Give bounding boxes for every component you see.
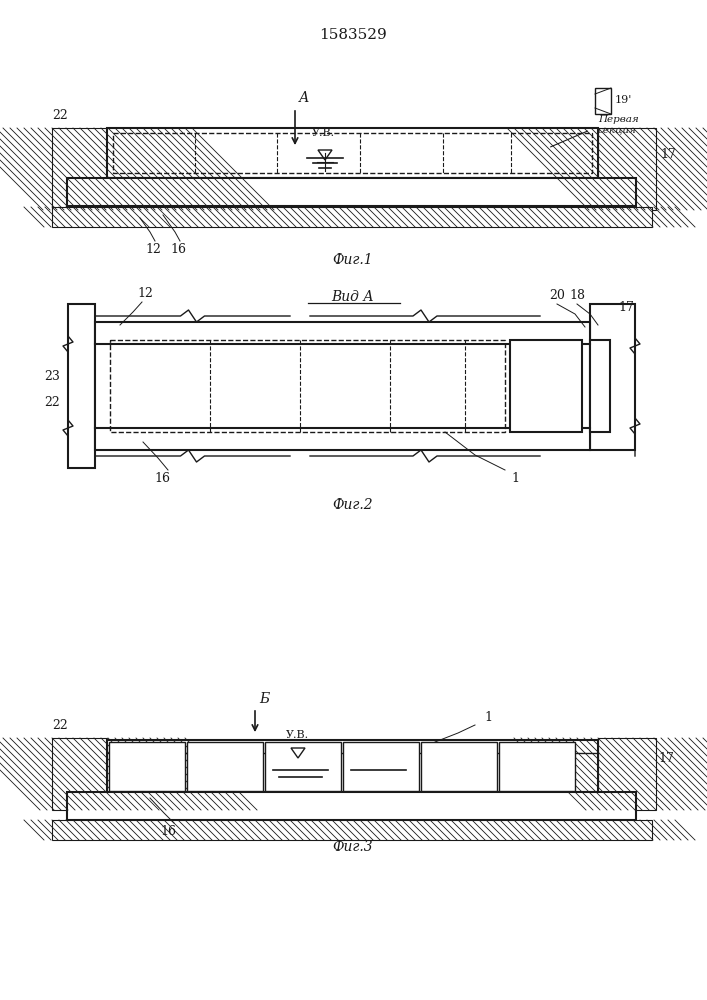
Text: Фиг.1: Фиг.1 xyxy=(333,253,373,267)
Bar xyxy=(95,322,590,450)
Bar xyxy=(52,207,652,227)
Text: У.В.: У.В. xyxy=(312,128,335,138)
Text: 1: 1 xyxy=(484,711,492,724)
Bar xyxy=(598,738,656,810)
Text: Фиг.3: Фиг.3 xyxy=(333,840,373,854)
Text: 1: 1 xyxy=(511,472,519,485)
Text: 23: 23 xyxy=(44,370,60,383)
Text: 12: 12 xyxy=(137,287,153,300)
Bar xyxy=(110,340,505,432)
Bar xyxy=(52,738,107,810)
Bar xyxy=(113,133,592,173)
Bar xyxy=(499,742,575,791)
Text: 22: 22 xyxy=(52,719,68,732)
Bar xyxy=(187,742,263,791)
Text: У.В.: У.В. xyxy=(286,730,309,740)
Text: 17: 17 xyxy=(660,148,676,161)
Text: Фиг.2: Фиг.2 xyxy=(333,498,373,512)
Text: 1583529: 1583529 xyxy=(319,28,387,42)
Bar xyxy=(52,128,107,210)
Bar xyxy=(590,304,635,450)
Text: Б: Б xyxy=(259,692,269,706)
Text: 12: 12 xyxy=(145,243,161,256)
Text: Первая
секция: Первая секция xyxy=(598,115,638,134)
Text: 19': 19' xyxy=(615,95,632,105)
Bar xyxy=(265,742,341,791)
Text: 20: 20 xyxy=(549,289,565,302)
Bar xyxy=(107,740,598,792)
Bar xyxy=(52,820,652,840)
Text: 17: 17 xyxy=(658,752,674,764)
Bar xyxy=(107,128,598,178)
Text: 16: 16 xyxy=(154,472,170,485)
Bar xyxy=(343,742,419,791)
Bar xyxy=(510,340,582,432)
Text: 16: 16 xyxy=(160,825,176,838)
Bar xyxy=(67,178,636,206)
Text: 22: 22 xyxy=(45,395,60,408)
Text: Вид А: Вид А xyxy=(332,290,375,304)
Bar xyxy=(67,792,636,820)
Text: 17: 17 xyxy=(618,301,634,314)
Text: 18: 18 xyxy=(569,289,585,302)
Text: А: А xyxy=(299,91,310,105)
Bar xyxy=(109,742,185,791)
Bar xyxy=(421,742,497,791)
FancyBboxPatch shape xyxy=(595,88,611,114)
Bar xyxy=(590,340,610,432)
Bar xyxy=(68,304,95,468)
Bar xyxy=(598,128,656,210)
Text: 16: 16 xyxy=(170,243,186,256)
Text: 22: 22 xyxy=(52,109,68,122)
